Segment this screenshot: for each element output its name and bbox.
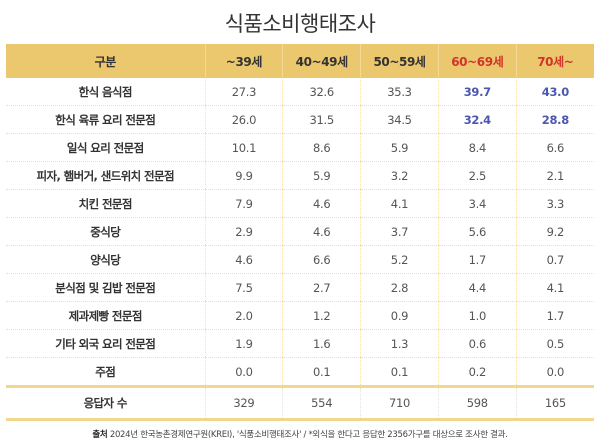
cell-value: 5.9: [360, 133, 439, 162]
cell-value: 0.6: [437, 329, 517, 358]
cell-value: 2.5: [437, 161, 517, 190]
cell-value: 1.6: [282, 329, 361, 358]
cell-value: 1.3: [360, 329, 439, 358]
row-label: 기타 외국 요리 전문점: [6, 329, 205, 358]
cell-value: 2.1: [515, 161, 594, 190]
row-label: 제과제빵 전문점: [6, 301, 205, 330]
cell-value: 27.3: [204, 78, 283, 106]
table-header-row: 구분 ~39세 40~49세 50~59세 60~69세 70세~: [6, 44, 594, 78]
table-row: 주점 0.0 0.1 0.1 0.2 0.0: [6, 357, 594, 388]
header-age-40-49: 40~49세: [282, 44, 361, 78]
cell-value: 1.7: [437, 245, 517, 274]
cell-value: 0.0: [515, 357, 594, 388]
row-label: 한식 음식점: [6, 78, 205, 106]
cell-value: 1.9: [204, 329, 283, 358]
cell-value: 7.5: [204, 273, 283, 302]
table-row: 분식점 및 김밥 전문점 7.5 2.7 2.8 4.4 4.1: [6, 273, 594, 302]
cell-value: 7.9: [204, 189, 283, 218]
table-row: 치킨 전문점 7.9 4.6 4.1 3.4 3.3: [6, 189, 594, 218]
row-label: 분식점 및 김밥 전문점: [6, 273, 205, 302]
header-age-70-plus: 70세~: [515, 44, 594, 78]
total-label: 응답자 수: [6, 386, 205, 421]
cell-value: 1.7: [515, 301, 594, 330]
cell-value: 4.1: [515, 273, 594, 302]
cell-value: 2.0: [204, 301, 283, 330]
survey-table: 구분 ~39세 40~49세 50~59세 60~69세 70세~ 한식 음식점…: [6, 44, 594, 421]
cell-value: 3.4: [437, 189, 517, 218]
cell-value: 2.8: [360, 273, 439, 302]
table-row: 한식 육류 요리 전문점 26.0 31.5 34.5 32.4 28.8: [6, 105, 594, 134]
cell-value: 2.9: [204, 217, 283, 246]
cell-value: 3.7: [360, 217, 439, 246]
cell-value: 0.0: [204, 357, 283, 388]
cell-value: 0.9: [360, 301, 439, 330]
row-label: 한식 육류 요리 전문점: [6, 105, 205, 134]
cell-value: 5.9: [282, 161, 361, 190]
cell-value: 32.4: [437, 105, 517, 134]
cell-value: 5.2: [360, 245, 439, 274]
cell-value: 0.7: [515, 245, 594, 274]
table-row: 일식 요리 전문점 10.1 8.6 5.9 8.4 6.6: [6, 133, 594, 162]
cell-value: 4.6: [282, 189, 361, 218]
header-age-under-39: ~39세: [204, 44, 283, 78]
row-label: 치킨 전문점: [6, 189, 205, 218]
header-age-50-59: 50~59세: [360, 44, 439, 78]
cell-value: 4.1: [360, 189, 439, 218]
cell-value: 8.6: [282, 133, 361, 162]
cell-value: 0.5: [515, 329, 594, 358]
source-text: 2024년 한국농촌경제연구원(KREI), '식품소비행태조사' / *외식을…: [107, 430, 508, 440]
cell-value: 32.6: [282, 78, 361, 106]
table-row: 양식당 4.6 6.6 5.2 1.7 0.7: [6, 245, 594, 274]
cell-value: 4.6: [282, 217, 361, 246]
cell-value: 6.6: [282, 245, 361, 274]
cell-value: 28.8: [515, 105, 594, 134]
page-title: 식품소비행태조사: [224, 12, 376, 36]
cell-value: 1.2: [282, 301, 361, 330]
cell-value: 34.5: [360, 105, 439, 134]
total-value: 165: [515, 386, 594, 421]
total-value: 554: [282, 386, 361, 421]
row-label: 주점: [6, 357, 205, 388]
cell-value: 0.2: [437, 357, 517, 388]
cell-value: 5.6: [437, 217, 517, 246]
header-age-60-69: 60~69세: [437, 44, 517, 78]
cell-value: 6.6: [515, 133, 594, 162]
row-label: 피자, 햄버거, 샌드위치 전문점: [6, 161, 205, 190]
table-row: 한식 음식점 27.3 32.6 35.3 39.7 43.0: [6, 78, 594, 106]
table-row: 피자, 햄버거, 샌드위치 전문점 9.9 5.9 3.2 2.5 2.1: [6, 161, 594, 190]
row-label: 중식당: [6, 217, 205, 246]
cell-value: 35.3: [360, 78, 439, 106]
cell-value: 10.1: [204, 133, 283, 162]
table-row: 제과제빵 전문점 2.0 1.2 0.9 1.0 1.7: [6, 301, 594, 330]
row-label: 양식당: [6, 245, 205, 274]
cell-value: 43.0: [515, 78, 594, 106]
total-row: 응답자 수 329 554 710 598 165: [6, 386, 594, 421]
cell-value: 9.2: [515, 217, 594, 246]
cell-value: 4.4: [437, 273, 517, 302]
cell-value: 26.0: [204, 105, 283, 134]
table-row: 중식당 2.9 4.6 3.7 5.6 9.2: [6, 217, 594, 246]
source-footer: 출처 2024년 한국농촌경제연구원(KREI), '식품소비행태조사' / *…: [0, 428, 600, 440]
cell-value: 3.2: [360, 161, 439, 190]
cell-value: 3.3: [515, 189, 594, 218]
total-value: 598: [437, 386, 517, 421]
row-label: 일식 요리 전문점: [6, 133, 205, 162]
cell-value: 4.6: [204, 245, 283, 274]
cell-value: 9.9: [204, 161, 283, 190]
cell-value: 8.4: [437, 133, 517, 162]
table-row: 기타 외국 요리 전문점 1.9 1.6 1.3 0.6 0.5: [6, 329, 594, 358]
cell-value: 0.1: [360, 357, 439, 388]
cell-value: 31.5: [282, 105, 361, 134]
header-category: 구분: [6, 44, 205, 78]
total-value: 329: [204, 386, 283, 421]
cell-value: 1.0: [437, 301, 517, 330]
cell-value: 39.7: [437, 78, 517, 106]
cell-value: 2.7: [282, 273, 361, 302]
total-value: 710: [360, 386, 439, 421]
cell-value: 0.1: [282, 357, 361, 388]
source-label: 출처: [92, 430, 108, 440]
